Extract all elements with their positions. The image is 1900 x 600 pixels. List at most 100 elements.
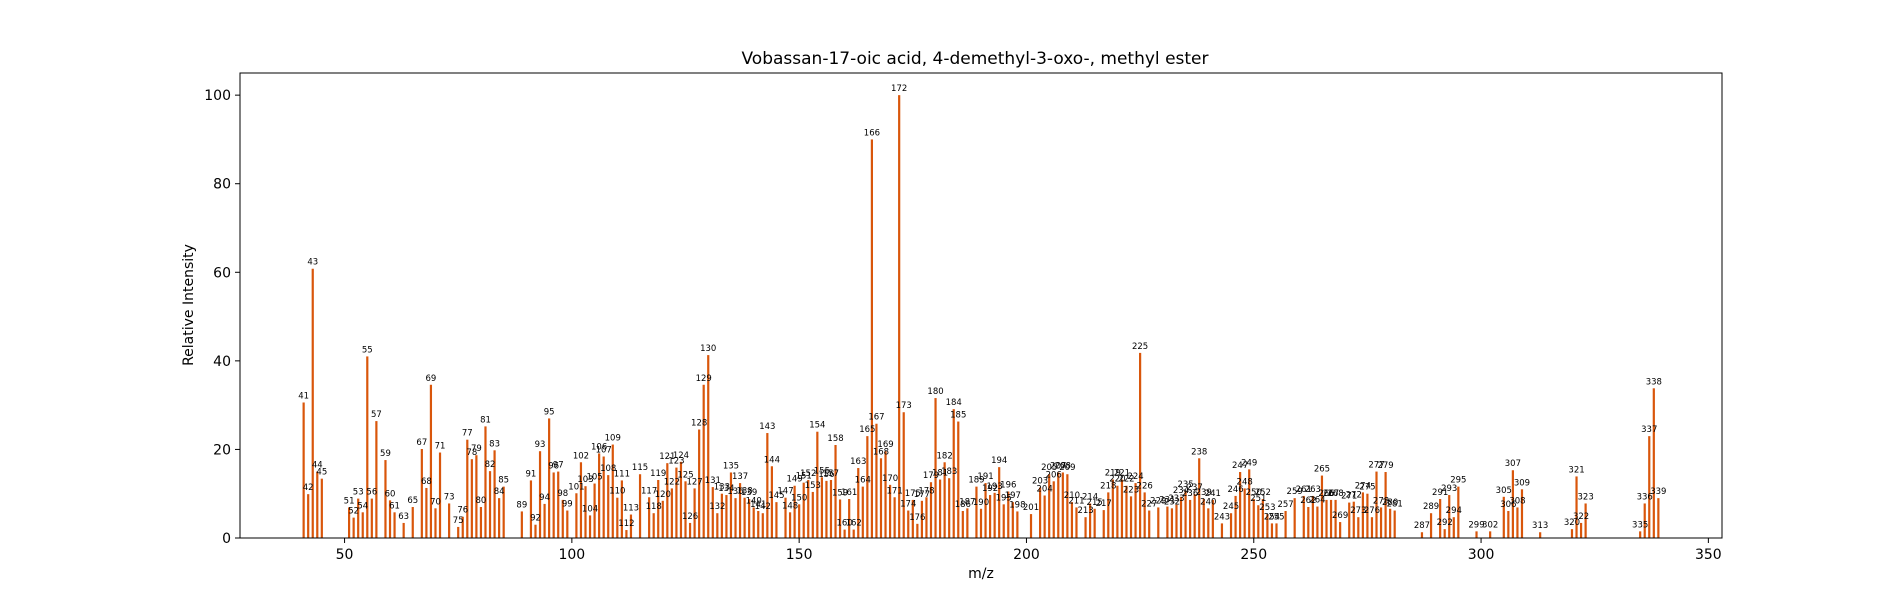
peak-label-144: 144 bbox=[764, 455, 780, 465]
peak-label-229: 229 bbox=[1150, 496, 1166, 506]
peak-label-271: 271 bbox=[1341, 492, 1357, 502]
y-tick-label-40: 40 bbox=[213, 354, 231, 370]
peak-label-166: 166 bbox=[864, 128, 880, 138]
peak-label-215: 215 bbox=[1087, 498, 1103, 508]
peak-label-223: 223 bbox=[1123, 485, 1139, 495]
peak-label-337: 337 bbox=[1641, 425, 1657, 435]
peak-bar-186 bbox=[961, 510, 964, 538]
peak-label-186: 186 bbox=[955, 500, 971, 510]
peak-bar-204 bbox=[1043, 495, 1046, 538]
peak-label-123: 123 bbox=[668, 457, 684, 467]
peak-label-158: 158 bbox=[827, 434, 843, 444]
peak-bar-104 bbox=[588, 515, 592, 538]
peak-label-164: 164 bbox=[855, 476, 871, 486]
peak-label-91: 91 bbox=[526, 469, 537, 479]
peak-bar-262 bbox=[1307, 507, 1310, 538]
peak-label-250: 250 bbox=[1246, 488, 1262, 498]
peak-bar-179 bbox=[929, 482, 933, 538]
y-axis-label: Relative Intensity bbox=[181, 244, 197, 366]
peak-bar-266 bbox=[1325, 499, 1328, 538]
peak-bar-168 bbox=[879, 458, 883, 538]
peak-label-262: 262 bbox=[1300, 496, 1316, 506]
peak-bar-195 bbox=[1002, 504, 1005, 538]
peak-label-52: 52 bbox=[348, 507, 359, 517]
peak-label-180: 180 bbox=[927, 387, 943, 397]
peak-bar-339 bbox=[1657, 498, 1660, 538]
peak-label-196: 196 bbox=[1000, 481, 1016, 491]
peak-bar-177 bbox=[920, 500, 923, 538]
peak-label-118: 118 bbox=[646, 502, 662, 512]
y-tick-label-0: 0 bbox=[222, 531, 231, 547]
peak-label-236: 236 bbox=[1182, 489, 1198, 499]
peak-bar-172 bbox=[898, 95, 901, 538]
peak-bar-210 bbox=[1070, 502, 1074, 538]
peak-label-309: 309 bbox=[1514, 478, 1530, 488]
peak-label-293: 293 bbox=[1441, 484, 1457, 494]
peak-bar-43 bbox=[311, 268, 314, 538]
x-tick-label-300: 300 bbox=[1468, 547, 1495, 563]
peak-label-206: 206 bbox=[1046, 470, 1062, 480]
peak-bar-79 bbox=[475, 455, 478, 538]
peak-label-140: 140 bbox=[746, 496, 762, 506]
peak-label-68: 68 bbox=[421, 477, 432, 487]
peak-label-81: 81 bbox=[480, 415, 491, 425]
peak-bar-110 bbox=[616, 497, 619, 538]
peak-label-163: 163 bbox=[850, 457, 866, 467]
peak-label-339: 339 bbox=[1650, 487, 1666, 497]
peak-bar-159 bbox=[838, 499, 842, 538]
peak-bar-145 bbox=[775, 502, 778, 538]
peak-label-159: 159 bbox=[832, 488, 848, 498]
y-tick-label-20: 20 bbox=[213, 442, 231, 458]
peak-bar-81 bbox=[484, 426, 487, 538]
peak-label-279: 279 bbox=[1377, 461, 1393, 471]
peak-label-175: 175 bbox=[905, 489, 921, 499]
peak-label-57: 57 bbox=[371, 410, 382, 420]
peak-bar-241 bbox=[1211, 499, 1214, 538]
peak-label-219: 219 bbox=[1105, 469, 1121, 479]
peak-bar-140 bbox=[752, 507, 755, 538]
peak-label-169: 169 bbox=[877, 440, 893, 450]
peak-label-78: 78 bbox=[466, 448, 477, 458]
peak-bar-99 bbox=[566, 510, 569, 538]
peak-bar-52 bbox=[352, 517, 355, 538]
peak-label-107: 107 bbox=[596, 446, 612, 456]
peak-label-214: 214 bbox=[1082, 492, 1098, 502]
peak-bar-139 bbox=[748, 499, 751, 538]
peak-bar-226 bbox=[1143, 492, 1146, 538]
peak-bar-289 bbox=[1429, 513, 1433, 538]
peak-label-302: 302 bbox=[1482, 520, 1498, 530]
peak-label-155: 155 bbox=[814, 466, 830, 476]
peak-bar-275 bbox=[1366, 493, 1369, 538]
peak-bar-233 bbox=[1175, 504, 1178, 538]
peak-bar-299 bbox=[1475, 531, 1478, 538]
x-tick-label-250: 250 bbox=[1240, 547, 1267, 563]
peak-label-76: 76 bbox=[457, 506, 468, 516]
peak-bar-91 bbox=[529, 480, 533, 538]
peak-bar-143 bbox=[766, 433, 769, 538]
peak-label-94: 94 bbox=[539, 493, 550, 503]
peak-label-246: 246 bbox=[1227, 485, 1243, 495]
peak-label-145: 145 bbox=[768, 491, 784, 501]
peak-bar-294 bbox=[1452, 517, 1455, 538]
peak-label-193: 193 bbox=[987, 482, 1003, 492]
peak-label-281: 281 bbox=[1387, 500, 1403, 510]
peak-label-181: 181 bbox=[932, 469, 948, 479]
peak-label-321: 321 bbox=[1568, 465, 1584, 475]
peak-bar-245 bbox=[1229, 513, 1233, 538]
peak-bar-147 bbox=[784, 497, 787, 538]
peak-bar-101 bbox=[575, 493, 578, 538]
peak-label-269: 269 bbox=[1332, 511, 1348, 521]
peak-bar-274 bbox=[1361, 492, 1364, 538]
peak-label-226: 226 bbox=[1137, 481, 1153, 491]
peak-label-99: 99 bbox=[562, 500, 573, 510]
peak-label-273: 273 bbox=[1350, 506, 1366, 516]
peak-bar-141 bbox=[757, 510, 760, 538]
peak-label-147: 147 bbox=[777, 487, 793, 497]
peak-label-203: 203 bbox=[1032, 477, 1048, 487]
peak-bar-113 bbox=[629, 514, 633, 538]
peak-label-117: 117 bbox=[641, 486, 657, 496]
peak-label-106: 106 bbox=[591, 442, 607, 452]
peak-label-185: 185 bbox=[950, 411, 966, 421]
peak-label-187: 187 bbox=[959, 497, 975, 507]
peak-bar-240 bbox=[1207, 508, 1210, 538]
